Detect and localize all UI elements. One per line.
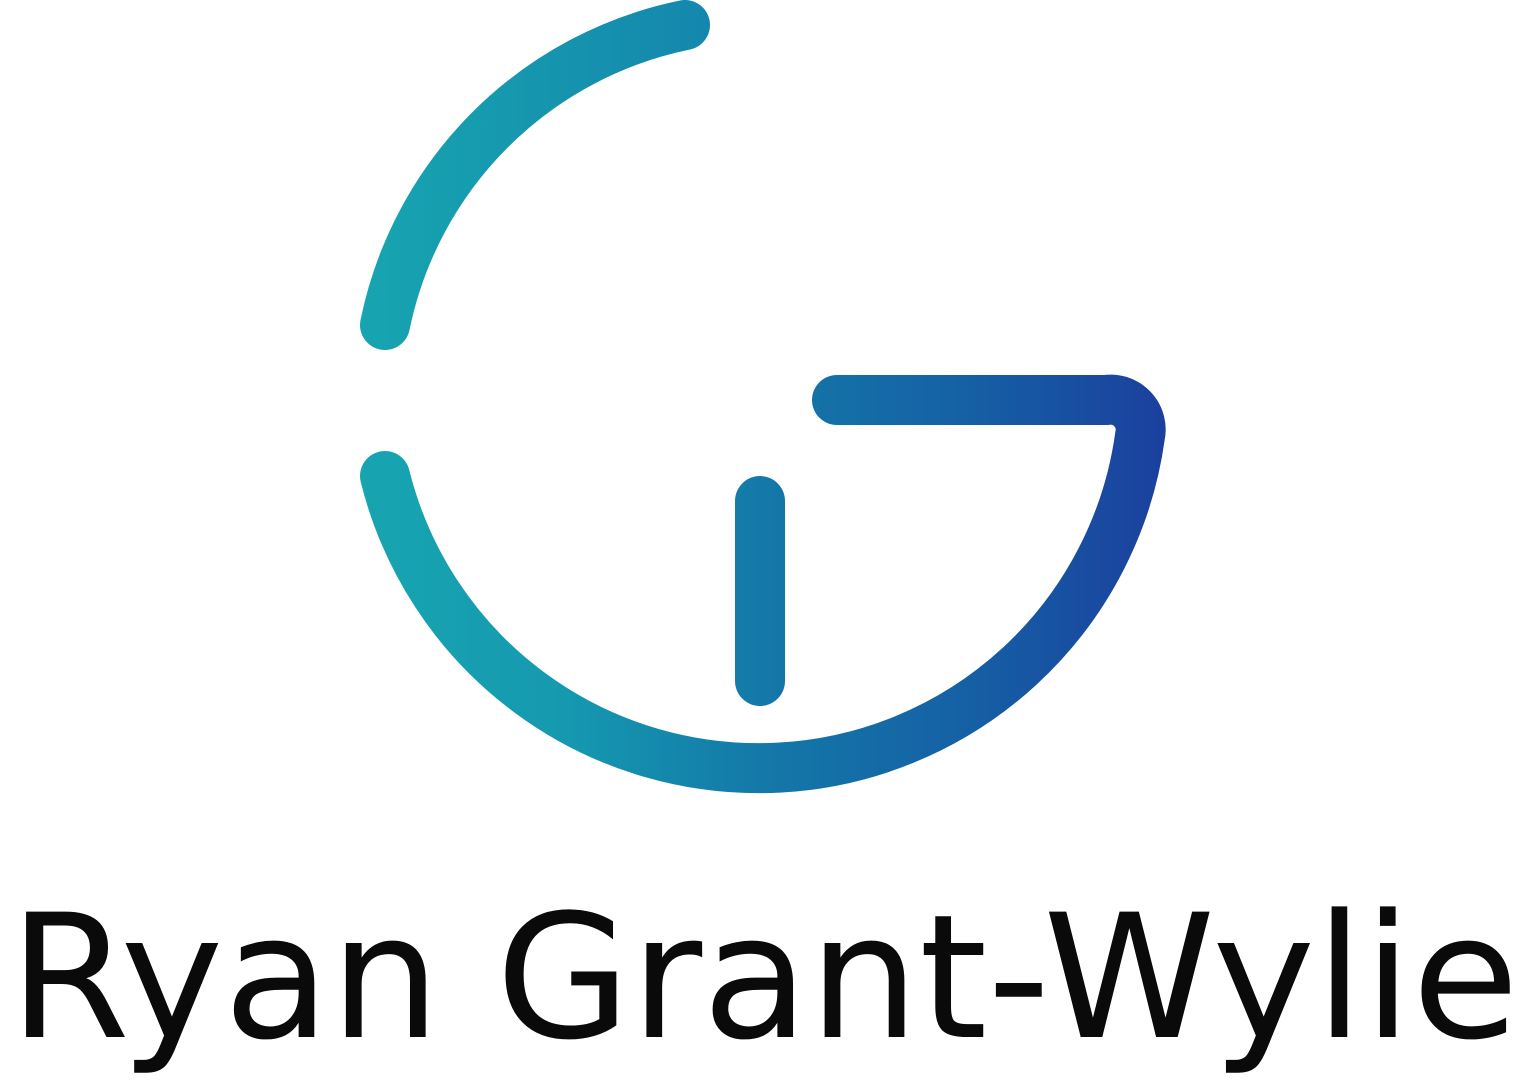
upper-arc — [360, 0, 710, 350]
logo-wordmark: Ryan Grant-Wylie — [9, 877, 1519, 1078]
wordmark-text: Ryan Grant-Wylie — [9, 877, 1519, 1078]
rg-monogram-icon — [360, 0, 1166, 794]
lower-g-stroke — [360, 374, 1166, 794]
